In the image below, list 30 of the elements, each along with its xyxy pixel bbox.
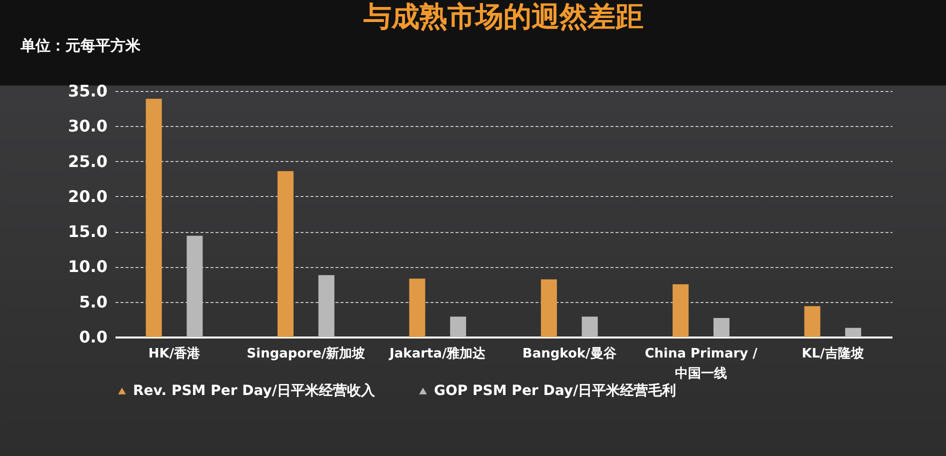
bar [409,278,426,337]
y-tick-label: 25.0 [68,152,108,171]
y-tick-label: 15.0 [68,222,108,242]
chart-title: 与成熟市场的迥然差距 [362,0,644,33]
legend-label: Rev. PSM Per Day/日平米经营收入 [133,383,376,399]
bar [582,316,598,337]
y-tick-label: 10.0 [68,257,108,276]
y-tick-label: 30.0 [68,116,108,136]
bar [318,275,334,337]
x-tick-label: Bangkok/曼谷 [522,346,618,362]
y-tick-label: 20.0 [68,186,108,206]
bar [804,306,820,337]
bar [713,318,730,337]
legend-label: GOP PSM Per Day/日平米经营毛利 [434,382,676,399]
y-tick-label: 0.0 [79,328,108,346]
bar [450,316,466,337]
bar [146,98,162,337]
bar [672,284,689,337]
y-axis-title: 单位：元每平方米 [20,36,142,54]
bar [186,236,203,337]
x-tick-label: HK/香港 [148,346,202,362]
bar [278,171,294,337]
y-tick-label: 5.0 [79,292,108,312]
y-tick-label: 35.0 [68,82,108,100]
bar [845,328,862,337]
x-tick-label: Jakarta/雅加达 [388,346,487,362]
bar [540,279,557,337]
x-tick-label: KL/吉隆坡 [802,346,865,362]
x-tick-label: Singapore/新加坡 [246,346,366,362]
x-tick-label: China Primary / 中国一线 [644,346,758,382]
